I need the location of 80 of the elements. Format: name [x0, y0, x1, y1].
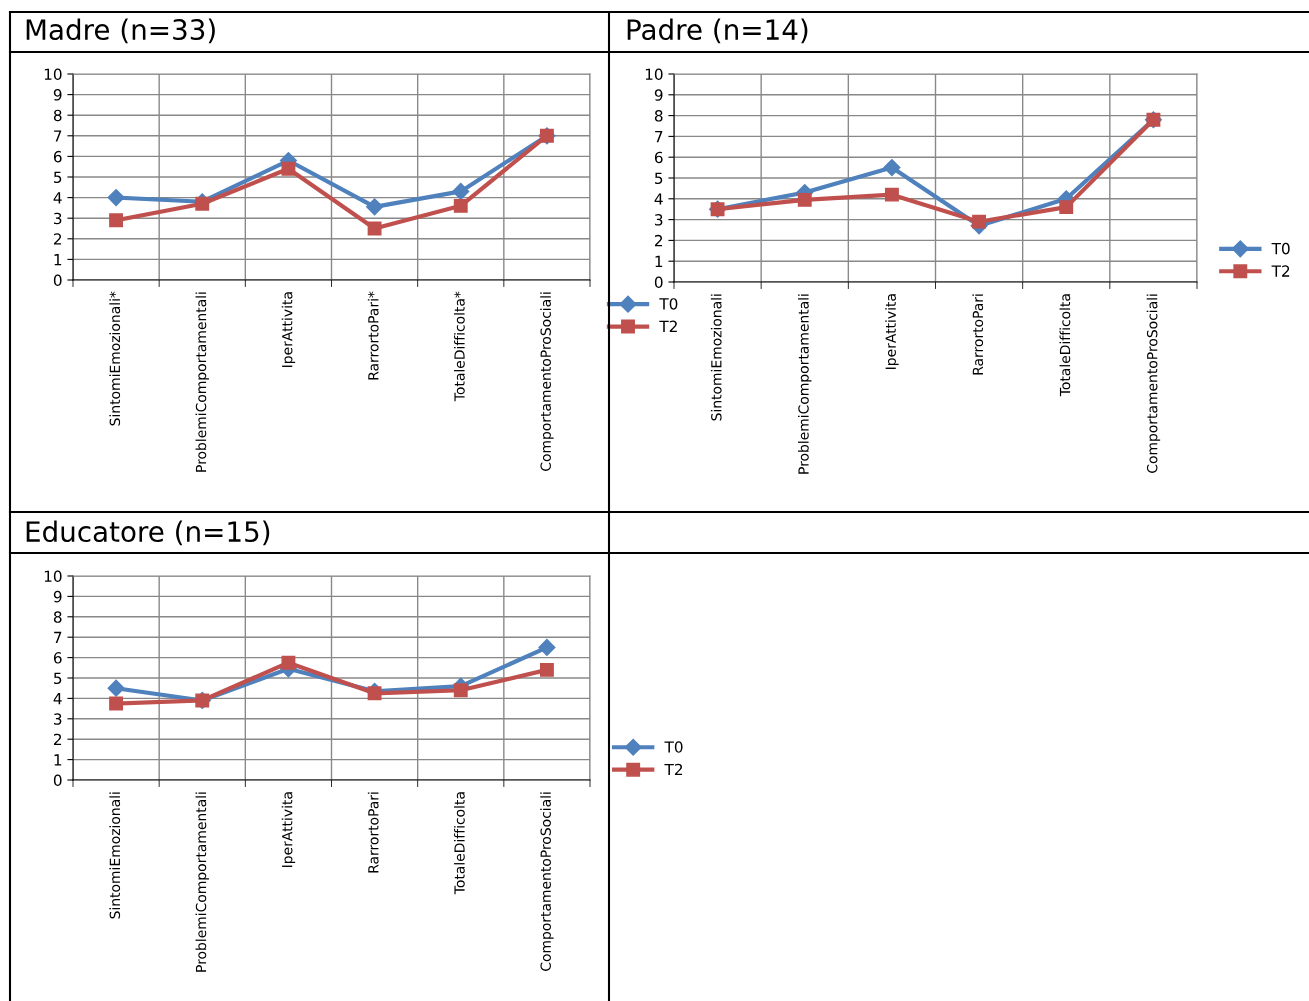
y-tick-label: 0 [53, 274, 62, 287]
y-tick-label: 0 [654, 276, 663, 289]
legend-label: T2 [659, 320, 677, 332]
y-tick-label: 7 [54, 130, 62, 142]
chart-title: Padre (n=14) [627, 18, 808, 44]
y-tick-label: 1 [655, 255, 663, 267]
point [366, 198, 384, 216]
legend-label: T0 [659, 298, 678, 310]
point [367, 686, 382, 701]
point [453, 683, 468, 698]
x-tick-label: IperAttivita [281, 292, 296, 367]
point [281, 655, 296, 670]
x-tick-label: RarrortoPari* [367, 291, 379, 380]
y-tick-label: 9 [53, 89, 62, 101]
y-tick-label: 10 [44, 68, 62, 81]
legend-label: T2 [664, 763, 683, 776]
point [367, 221, 382, 236]
y-tick-label: 5 [54, 672, 62, 685]
x-tick-label: TotaleDifficolta* [454, 291, 465, 402]
point [884, 187, 899, 202]
y-tick-label: 8 [53, 109, 62, 122]
x-tick-label: IperAttivita [281, 792, 296, 867]
x-tick-label: SintomiEmozionali [109, 792, 121, 919]
point [538, 638, 556, 656]
y-tick-label: 6 [53, 150, 62, 163]
y-tick-label: 3 [655, 214, 663, 226]
point [109, 213, 124, 228]
x-tick-label: SintomiEmozionali* [109, 291, 121, 426]
point [972, 214, 987, 229]
y-tick-label: 10 [44, 570, 62, 583]
y-tick-label: 1 [54, 754, 62, 766]
y-tick-label: 4 [654, 193, 663, 205]
x-tick-label: ComportamentoProSociali [1146, 294, 1161, 473]
chart-title: Educatore (n=15) [26, 520, 270, 546]
x-tick-label: SintomiEmozionali [710, 294, 722, 421]
point [281, 161, 296, 176]
x-tick-label: ProblemiComportamentali [195, 292, 209, 472]
y-tick-label: 4 [53, 693, 62, 705]
point [797, 192, 812, 207]
point [195, 196, 210, 211]
x-tick-label: TotaleDifficolta [454, 792, 465, 895]
y-tick-label: 1 [54, 254, 62, 266]
point [1059, 200, 1074, 215]
y-tick-label: 4 [53, 192, 62, 204]
x-tick-label: RarrortoPari [367, 792, 379, 873]
y-tick-label: 2 [53, 733, 62, 745]
point [883, 159, 901, 177]
y-tick-label: 6 [654, 151, 663, 164]
point [453, 198, 468, 213]
legend-label: T0 [664, 741, 683, 753]
x-tick-label: ComportamentoProSociali [540, 292, 554, 471]
y-tick-label: 9 [53, 590, 62, 603]
y-tick-label: 5 [655, 172, 663, 185]
y-tick-label: 8 [53, 611, 62, 623]
point [109, 696, 124, 711]
point [107, 679, 125, 697]
y-tick-label: 7 [54, 631, 62, 643]
x-tick-label: ProblemiComportamentali [798, 294, 812, 474]
y-tick-label: 2 [654, 234, 663, 247]
y-tick-label: 8 [654, 110, 663, 122]
x-tick-label: ProblemiComportamentali [195, 792, 209, 972]
x-tick-label: RarrortoPari [972, 294, 984, 375]
chart-title: Madre (n=33) [26, 18, 215, 44]
y-tick-label: 10 [645, 68, 663, 81]
y-tick-label: 3 [54, 212, 62, 225]
y-tick-label: 7 [655, 131, 663, 143]
point [452, 182, 470, 200]
y-tick-label: 5 [54, 171, 62, 184]
legend-label: T2 [1271, 265, 1290, 277]
x-tick-label: ComportamentoProSociali [540, 792, 554, 971]
y-tick-label: 6 [53, 652, 62, 664]
point [539, 662, 554, 677]
y-tick-label: 0 [53, 774, 62, 787]
y-tick-label: 3 [54, 713, 62, 725]
y-tick-label: 2 [53, 233, 62, 245]
x-tick-label: TotaleDifficolta [1059, 294, 1071, 397]
legend-label: T0 [1271, 242, 1290, 255]
point [107, 189, 125, 207]
y-tick-label: 9 [654, 89, 663, 101]
x-tick-label: IperAttivita [885, 294, 899, 369]
